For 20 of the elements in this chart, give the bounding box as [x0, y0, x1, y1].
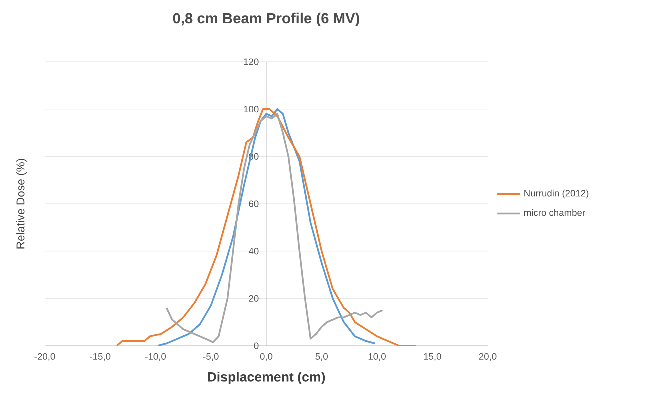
- chart-title: 0,8 cm Beam Profile (6 MV): [173, 12, 360, 27]
- y-tick-label: 100: [244, 106, 259, 113]
- x-axis-title: Displacement (cm): [208, 372, 326, 384]
- x-tick-label: -10,0: [146, 353, 166, 362]
- y-tick-label: 40: [248, 248, 259, 255]
- x-tick-label: -20,0: [34, 353, 56, 362]
- x-tick-label: 20,0: [479, 353, 497, 362]
- y-tick-label: 0: [254, 342, 259, 350]
- y-tick-label: 60: [249, 200, 259, 208]
- x-tick-label: 10,0: [368, 353, 386, 362]
- x-tick-label: 15,0: [424, 353, 442, 362]
- y-axis-title: Relative Dose (%): [16, 159, 27, 249]
- legend-label: Nurrudin (2012): [524, 190, 589, 199]
- y-tick-label: 20: [249, 295, 259, 302]
- x-tick-label: -15,0: [90, 353, 111, 362]
- x-tick-label: 0,0: [260, 353, 273, 362]
- x-tick-label: -5,0: [204, 353, 219, 362]
- y-tick-label: 120: [244, 58, 259, 66]
- legend-label: micro chamber: [524, 209, 586, 216]
- x-tick-label: 5,0: [316, 353, 328, 362]
